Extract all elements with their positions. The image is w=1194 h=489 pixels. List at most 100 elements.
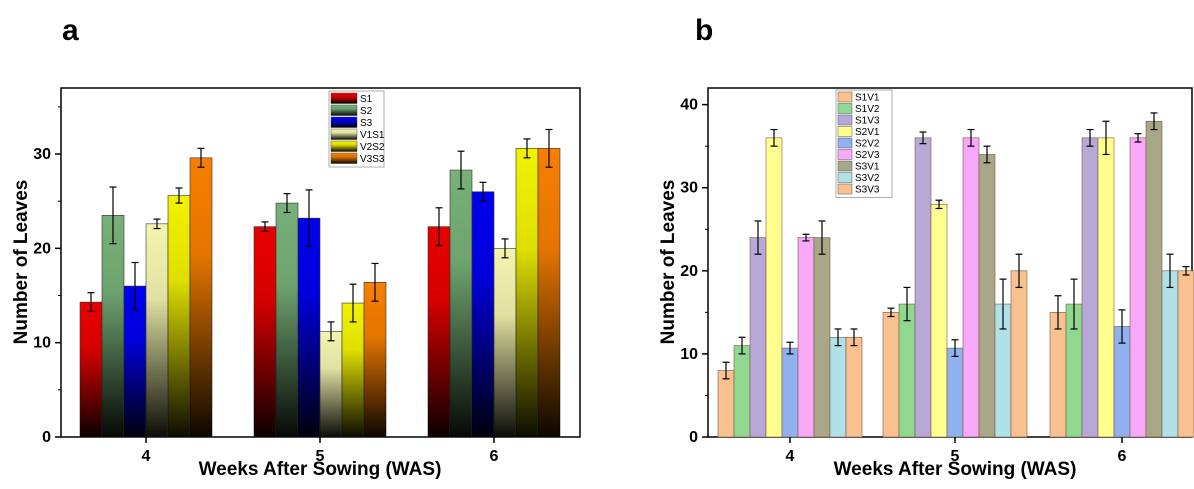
legend-swatch-shade [331, 117, 357, 128]
legend-label: S3V3 [855, 185, 880, 196]
x-axis-a: 4 5 6 [142, 437, 499, 465]
y-tick-label: 0 [42, 429, 51, 446]
legend-swatch-shade [331, 141, 357, 152]
bar-s1v3 [749, 237, 767, 438]
bar-shade [190, 157, 212, 438]
bar-s2v1 [930, 204, 948, 438]
y-axis-b: 0 10 20 30 40 [680, 97, 708, 446]
legend-label: V1S1 [360, 130, 385, 141]
bars-a [79, 128, 561, 438]
bar-s1v2 [733, 345, 751, 438]
panel-label-b: b [695, 14, 713, 47]
legend-label: V3S3 [360, 154, 385, 165]
legend-swatch-shade [331, 93, 357, 104]
legend-label: S3V2 [855, 173, 880, 184]
legend-label: S1V3 [855, 116, 880, 127]
legend-swatch [837, 172, 853, 183]
y-tick-label: 30 [680, 180, 698, 197]
bar-s3v2 [829, 336, 847, 438]
legend-swatch [837, 103, 853, 114]
x-tick-label: 4 [786, 448, 795, 465]
y-tick-label: 10 [33, 335, 51, 352]
legend-swatch [837, 160, 853, 172]
legend-label: S2V3 [855, 150, 880, 161]
y-tick-label: 20 [33, 240, 51, 257]
chart-b: b 0 10 20 30 40 4 5 6 S1V1S1V2S1V3S2V1S2V2S2V3… [658, 14, 1194, 480]
bar-s3v1 [978, 154, 996, 438]
bar-shade [102, 215, 124, 437]
legend-label: V2S2 [360, 142, 385, 153]
y-tick-label: 10 [680, 346, 698, 363]
bar-shade [538, 148, 560, 438]
x-axis-title-b: Weeks After Sowing (WAS) [834, 459, 1077, 480]
x-tick-label: 5 [316, 448, 325, 465]
y-tick-label: 0 [689, 429, 698, 446]
bar-s1v1 [1049, 312, 1067, 438]
bar-shade [80, 302, 102, 437]
x-axis-title-a: Weeks After Sowing (WAS) [199, 459, 442, 480]
bar-shade [298, 218, 320, 437]
x-axis-b: 4 5 6 [786, 437, 1127, 465]
bar-s1v1 [882, 312, 900, 438]
bar-shade [342, 303, 364, 437]
legend-swatch-shade [331, 129, 357, 140]
legend-label: S1V1 [855, 93, 880, 104]
bar-s2v3 [797, 237, 815, 438]
y-axis-title-b: Number of Leaves [658, 180, 679, 345]
x-tick-label: 6 [1118, 448, 1127, 465]
bar-shade [146, 223, 168, 437]
bar-shade [276, 203, 298, 437]
bar-s1v3 [1081, 137, 1099, 438]
bar-shade [364, 282, 386, 437]
bar-shade [168, 195, 190, 437]
bar-s3v1 [813, 237, 831, 438]
bar-s2v1 [765, 137, 783, 438]
legend-label: S3 [360, 118, 373, 129]
bar-s2v3 [962, 137, 980, 438]
legend-label: S3V1 [855, 162, 880, 173]
bar-s3v2 [1161, 270, 1179, 438]
legend-swatch [837, 183, 853, 195]
y-axis-a: 0 10 20 30 [33, 106, 61, 446]
x-tick-label: 4 [142, 448, 151, 465]
legend-swatch-shade [331, 153, 357, 164]
panel-label-a: a [62, 14, 79, 47]
bar-shade [472, 191, 494, 437]
bars-b [717, 112, 1194, 438]
bar-s1v2 [898, 303, 916, 438]
bar-shade [124, 286, 146, 437]
bar-s2v1 [1097, 137, 1115, 438]
bar-s3v1 [1145, 120, 1163, 438]
bar-shade [428, 226, 450, 437]
legend-swatch [837, 149, 853, 160]
legend-swatch-shade [331, 105, 357, 116]
y-tick-label: 20 [680, 263, 698, 280]
legend-swatch [837, 137, 853, 149]
x-tick-label: 6 [490, 448, 499, 465]
bar-shade [450, 170, 472, 437]
legend-label: S2V1 [855, 127, 880, 138]
bar-s2v2 [781, 347, 799, 438]
x-tick-label: 5 [951, 448, 960, 465]
legend-swatch [837, 126, 853, 137]
bar-shade [254, 226, 276, 437]
legend-label: S2V2 [855, 139, 880, 150]
legend-swatch [837, 91, 853, 103]
bar-s1v3 [914, 137, 932, 438]
bar-s2v2 [946, 347, 964, 438]
legend-label: S2 [360, 106, 373, 117]
bar-shade [494, 248, 516, 437]
y-tick-label: 30 [33, 146, 51, 163]
y-axis-title-a: Number of Leaves [11, 180, 32, 345]
bar-s1v1 [717, 370, 735, 438]
legend-swatch [837, 114, 853, 126]
bar-s3v3 [1177, 270, 1194, 438]
legend-label: S1V2 [855, 104, 880, 115]
bar-s3v3 [1010, 270, 1028, 438]
y-tick-label: 40 [680, 97, 698, 114]
bar-s2v3 [1129, 137, 1147, 438]
